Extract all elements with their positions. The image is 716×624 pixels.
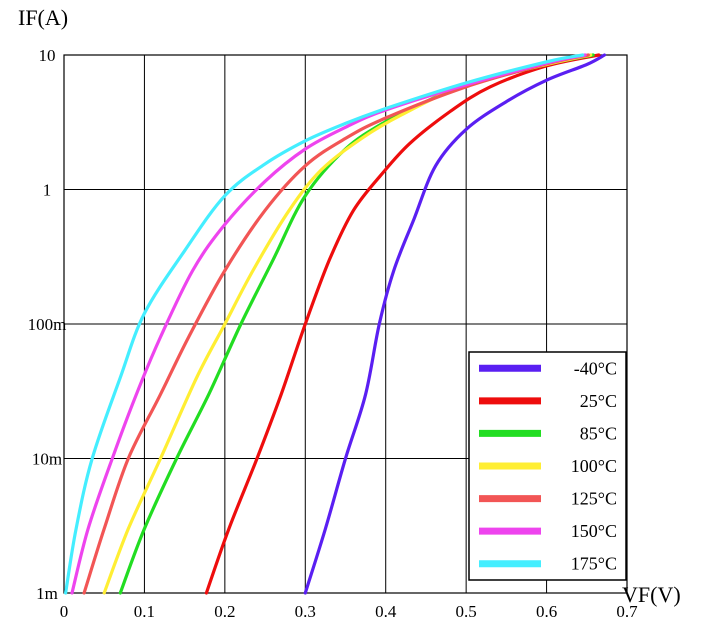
legend-label: 25°C (580, 391, 617, 411)
x-tick-label: 0.3 (295, 602, 316, 621)
x-tick-label: 0 (60, 602, 69, 621)
legend-label: 150°C (571, 521, 617, 541)
legend-label: 100°C (571, 456, 617, 476)
y-tick-label: 10m (32, 450, 62, 469)
legend-label: 125°C (571, 489, 617, 509)
series-line (63, 53, 585, 595)
x-tick-label: 0.2 (214, 602, 235, 621)
x-axis-label: VF(V) (622, 582, 681, 607)
series-line (303, 53, 607, 595)
x-tick-label: 0.7 (616, 602, 638, 621)
y-tick-label: 1 (43, 181, 52, 200)
x-tick-label: 0.6 (536, 602, 557, 621)
series-line (82, 53, 590, 595)
series-line (204, 53, 601, 595)
legend: -40°C 25°C 85°C 100°C 125°C 150°C 175°C (468, 351, 627, 581)
plot-frame (63, 54, 628, 594)
y-tick-label: 10 (39, 46, 56, 65)
x-tick-label: 0.1 (134, 602, 155, 621)
x-tick-label: 0.4 (375, 602, 397, 621)
y-axis-label: IF(A) (18, 5, 68, 30)
y-tick-labels: 1m 10m 100m 1 10 (28, 46, 67, 603)
series-line (70, 53, 587, 595)
y-tick-label: 100m (28, 315, 67, 334)
x-tick-label: 0.5 (456, 602, 477, 621)
legend-label: 85°C (580, 423, 617, 443)
legend-label: 175°C (571, 554, 617, 574)
x-tick-labels: 0 0.1 0.2 0.3 0.4 0.5 0.6 0.7 (60, 602, 638, 621)
series-lines (63, 53, 607, 595)
plot-grid (63, 54, 628, 594)
legend-label: -40°C (574, 358, 617, 378)
y-tick-label: 1m (36, 584, 58, 603)
